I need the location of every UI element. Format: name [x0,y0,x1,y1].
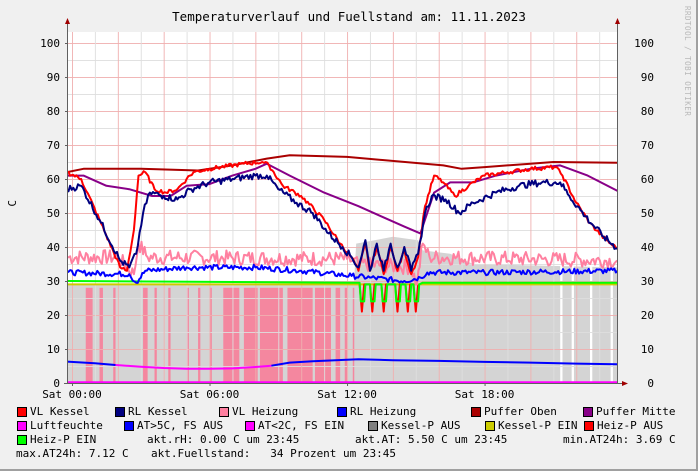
series-line-puffer-oben [67,154,617,174]
y-tick-label-right: 20 [641,309,654,322]
pump-area-bar [352,287,355,383]
pump-area-bar [314,287,331,383]
pump-area-bar [344,287,348,383]
watermark: RRDTOOL / TOBI OETIKER [683,6,692,117]
legend-label: AT>5C, FS AUS [137,419,224,432]
pump-area-bar [186,287,189,383]
y-tick-label-right: 100 [634,37,654,50]
pump-area-bar [223,287,240,383]
y-tick-label: 100 [40,37,60,50]
legend-swatch [219,407,229,417]
legend-swatch [583,407,593,417]
series-line-at-5c-fs-aus [67,360,116,366]
y-tick-label-right: 50 [641,207,654,220]
y-tick-label-right: 10 [641,343,654,356]
legend-label: Puffer Mitte [596,405,676,418]
legend-swatch [17,407,27,417]
y-tick-label: 70 [47,139,60,152]
legend-swatch [17,435,27,445]
x-tick-label: Sat 18:00 [455,388,515,400]
series-line-rl-kessel [67,172,617,272]
x-axis-arrow-icon [622,381,628,386]
pump-area-bar [198,287,201,383]
chart-title: Temperaturverlauf und Fuellstand am: 11.… [172,9,526,24]
x-tick-label: Sat 06:00 [180,388,240,400]
legend-label: VL Heizung [232,405,299,418]
pump-area-bar [335,287,341,383]
pump-area-bar [209,287,212,383]
legend-label: Heiz-P EIN [30,433,97,446]
legend-label: Kessel-P EIN [498,419,578,432]
legend-label: RL Kessel [128,405,188,418]
y-tick-label: 90 [47,71,60,84]
legend-swatch [485,421,495,431]
pump-area-bar [259,287,283,383]
area-gap [560,32,563,383]
legend-label: Heiz-P AUS [597,419,664,432]
legend-swatch [245,421,255,431]
y-tick-label: 0 [53,377,60,390]
x-tick-label: Sat 12:00 [317,388,377,400]
plot-layer [67,32,617,383]
stat-max-at: max.AT24h: 7.12 C [16,447,129,460]
legend-label: RL Heizung [350,405,417,418]
pump-area-bar [143,287,148,383]
stat-fuellstand: akt.Fuellstand: 34 Prozent um 23:45 [151,447,397,460]
y-tick-label: 10 [47,343,60,356]
y-tick-label: 50 [47,207,60,220]
y-tick-label: 20 [47,309,60,322]
y-tick-label-right: 0 [647,377,654,390]
legend-swatch [124,421,134,431]
pump-area-bar [85,287,93,383]
chart-plot: 0 0 10 10 20 20 30 30 40 40 50 50 60 60 70 70 80 80 90 90 10… [40,18,654,400]
legend-swatch [115,407,125,417]
x-tick-label: Sat 00:00 [42,388,102,400]
y-tick-label-right: 90 [641,71,654,84]
legend-label: VL Kessel [30,405,90,418]
y-tick-label-right: 60 [641,173,654,186]
y-tick-label-right: 80 [641,105,654,118]
pump-area-bar [113,287,116,383]
legend-swatch [471,407,481,417]
y-axis-right-arrow-icon [615,18,620,24]
area-gap [610,32,613,383]
kessel-p-aus-area [67,236,617,383]
y-tick-label: 80 [47,105,60,118]
legend-swatch [17,421,27,431]
series-line-vl-heizung [67,240,617,286]
stat-akt-rh: akt.rH: 0.00 C um 23:45 [147,433,300,446]
legend-swatch [368,421,378,431]
y-tick-label-right: 70 [641,139,654,152]
series-line-heiz-p-ein [67,280,617,303]
series-line-at-2c-fs-ein [115,364,272,370]
legend-label: Luftfeuchte [30,419,103,432]
pump-area-bar [154,287,157,383]
y-axis-arrow-icon [65,18,70,24]
pump-area-bar [287,287,313,383]
area-gap [571,32,574,383]
y-tick-label-right: 40 [641,241,654,254]
series-line-at-5c-fs-aus [271,358,617,367]
series-line-rl-heizung [67,263,617,284]
area-gap [589,32,593,383]
legend-swatch [337,407,347,417]
y-tick-label-right: 30 [641,275,654,288]
stat-akt-at: akt.AT: 5.50 C um 23:45 [355,433,508,446]
legend-swatch [584,421,594,431]
y-tick-label: 40 [47,241,60,254]
legend-label: AT<2C, FS EIN [258,419,345,432]
pump-area-bar [99,287,103,383]
legend-label: Puffer Oben [484,405,557,418]
y-tick-label: 60 [47,173,60,186]
pump-area-bar [243,287,258,383]
stat-min-at: min.AT24h: 3.69 C [563,433,676,446]
legend-label: Kessel-P AUS [381,419,461,432]
y-tick-label: 30 [47,275,60,288]
pump-area-bar [168,287,171,383]
